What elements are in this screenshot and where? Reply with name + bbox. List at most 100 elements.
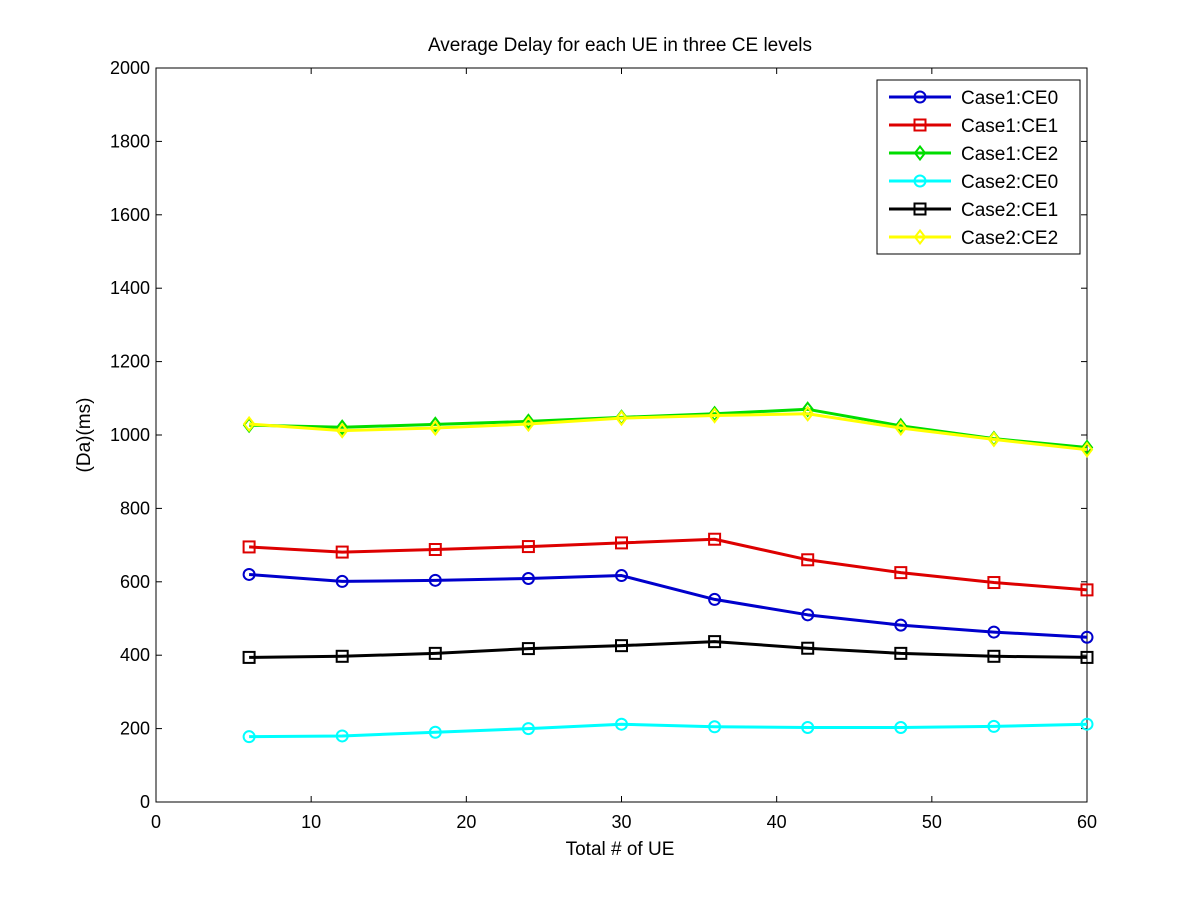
y-tick-label: 1000 (110, 425, 150, 445)
legend-swatch-marker (913, 202, 927, 216)
legend-item: Case2:CE0 (889, 172, 1058, 193)
data-point (708, 720, 722, 734)
data-point (894, 618, 908, 632)
data-point (521, 571, 535, 585)
x-tick-label: 50 (922, 812, 942, 832)
data-point (335, 419, 349, 436)
data-point (242, 567, 256, 581)
data-point (987, 576, 1001, 590)
data-point (1080, 583, 1094, 597)
data-point (242, 650, 256, 664)
legend-box (876, 79, 1081, 255)
series-case1-ce0 (242, 567, 1094, 644)
data-point (894, 720, 908, 734)
data-point (522, 413, 535, 430)
data-point (801, 720, 815, 734)
y-tick-label: 1600 (110, 205, 150, 225)
legend-item: Case2:CE2 (889, 228, 1058, 249)
series-line (248, 572, 1088, 639)
x-axis-label: Total # of UE (566, 839, 675, 860)
data-point (335, 649, 349, 663)
legend-item: Case1:CE0 (889, 88, 1058, 109)
x-tick-label: 30 (611, 812, 631, 832)
data-point (708, 592, 722, 606)
x-tick-label: 60 (1077, 812, 1097, 832)
data-point (1080, 630, 1094, 644)
data-point (615, 717, 628, 731)
series-case2-ce0 (242, 717, 1094, 744)
data-point (335, 545, 349, 559)
data-point (987, 649, 1001, 663)
data-point (1080, 439, 1094, 456)
data-point (708, 407, 721, 424)
data-point (801, 405, 814, 422)
data-point (987, 431, 1001, 448)
data-point (615, 536, 628, 550)
data-point (428, 646, 442, 660)
data-point (801, 608, 815, 622)
legend-swatch-marker (913, 174, 927, 188)
data-point (1080, 650, 1094, 664)
series-line (248, 412, 1088, 452)
legend-item: Case2:CE1 (889, 200, 1058, 221)
y-tick-label: 1400 (110, 278, 150, 298)
data-point (1080, 441, 1094, 458)
data-point (428, 725, 442, 739)
data-point (428, 573, 442, 587)
series-line (249, 640, 1088, 659)
data-point (429, 419, 442, 437)
y-tick-label: 1800 (110, 131, 150, 151)
data-point (615, 569, 628, 583)
data-point (708, 532, 722, 546)
legend-swatch-marker (913, 144, 927, 162)
series-line (249, 722, 1088, 739)
data-point (894, 646, 908, 660)
y-tick-label: 600 (120, 572, 150, 592)
data-point (708, 405, 721, 422)
x-tick-label: 0 (151, 812, 161, 832)
series-layer (242, 401, 1094, 744)
data-point (521, 540, 535, 554)
series-case2-ce2 (242, 405, 1094, 458)
y-axis-label: (Da)(ms) (74, 398, 95, 473)
data-point (894, 419, 908, 437)
y-tick-label: 400 (120, 645, 150, 665)
series-case2-ce1 (242, 635, 1094, 664)
data-point (242, 540, 256, 554)
legend-item: Case1:CE2 (889, 144, 1058, 165)
data-point (801, 641, 815, 655)
data-point (801, 553, 815, 567)
data-point (615, 409, 628, 427)
y-tick-label: 2000 (110, 58, 150, 78)
y-tick-label: 200 (120, 719, 150, 739)
data-point (1080, 717, 1094, 731)
series-line (249, 537, 1088, 592)
data-point (428, 543, 442, 557)
data-point (429, 416, 442, 433)
y-tick-label: 0 (140, 792, 150, 812)
legend-swatch-marker (913, 228, 927, 246)
x-tick-label: 40 (767, 812, 787, 832)
chart-title: Average Delay for each UE in three CE le… (428, 35, 812, 56)
data-point (242, 415, 256, 433)
y-tick-label: 1200 (110, 352, 150, 372)
data-point (242, 730, 256, 744)
data-point (894, 566, 908, 580)
data-point (987, 719, 1001, 733)
x-tick-label: 20 (456, 812, 476, 832)
data-point (987, 625, 1001, 639)
legend-label: Case2:CE2 (961, 228, 1058, 249)
legend-label: Case1:CE0 (961, 88, 1058, 109)
axis-ticks: 0 10 20 30 40 50 60020040060080010001200140016… (110, 58, 1097, 832)
legend-label: Case1:CE2 (961, 144, 1058, 165)
data-point (521, 722, 535, 736)
data-point (335, 422, 349, 439)
data-point (522, 415, 535, 433)
x-tick-label: 10 (301, 812, 321, 832)
data-point (801, 401, 814, 418)
legend-swatch-marker (913, 118, 927, 132)
legend-label: Case2:CE1 (961, 200, 1058, 221)
legend-label: Case2:CE0 (961, 172, 1058, 193)
data-point (708, 635, 722, 649)
y-tick-label: 800 (120, 498, 150, 518)
